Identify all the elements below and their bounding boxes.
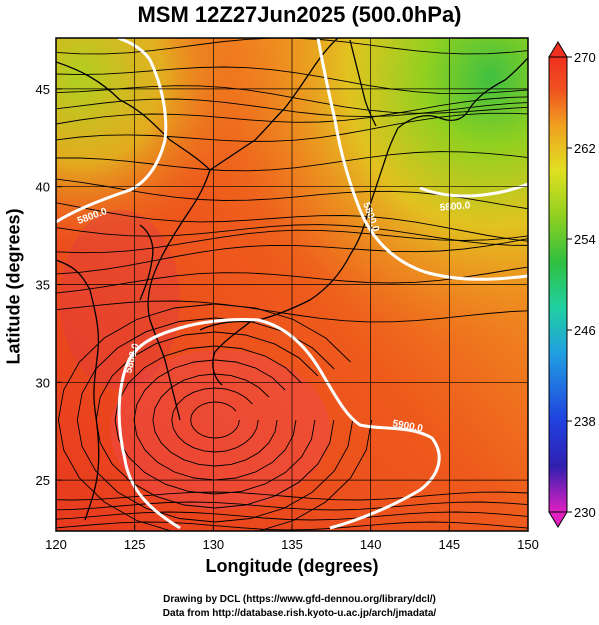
longitude-axis: 120 125 130 135 140 145 150 (45, 525, 539, 552)
colorbar-top-arrow (548, 41, 568, 58)
x-tick-label: 140 (360, 537, 382, 552)
x-tick-label: 135 (281, 537, 303, 552)
streamline (152, 373, 278, 467)
x-tick-label: 125 (124, 537, 146, 552)
geopotential-contours (56, 38, 528, 530)
wind-streamlines (56, 38, 528, 531)
streamline (56, 224, 528, 246)
svg-text:5900.0: 5900.0 (392, 418, 424, 434)
streamline (56, 300, 528, 323)
streamline (56, 98, 528, 118)
streamline (57, 303, 373, 531)
colorbar-tick-label: 270 (574, 50, 596, 65)
streamline (133, 359, 297, 481)
y-axis-label: Latitude (degrees) (3, 208, 24, 365)
colorbar-bottom-arrow (548, 511, 568, 528)
x-axis-label: Longitude (degrees) (205, 556, 379, 576)
streamline (56, 151, 528, 172)
latitude-axis: 25 30 35 40 45 (36, 82, 62, 488)
streamline (56, 511, 528, 521)
x-tick-label: 150 (517, 537, 539, 552)
y-tick-label: 40 (36, 180, 50, 195)
y-tick-label: 35 (36, 278, 50, 293)
streamline (56, 229, 528, 254)
colorbar-tick-label: 238 (574, 414, 596, 429)
x-tick-label: 130 (202, 537, 224, 552)
streamline (171, 387, 259, 453)
colorbar-ramp (548, 56, 568, 513)
x-tick-label: 120 (45, 537, 67, 552)
streamline (56, 501, 528, 511)
graticule (56, 38, 528, 531)
map-title: MSM 12Z27Jun2025 (500.0hPa) (137, 2, 462, 27)
credit-data: Data from http://database.rish.kyoto-u.a… (162, 608, 437, 619)
x-tick-label: 145 (438, 537, 460, 552)
colorbar-tick-label: 230 (574, 505, 596, 520)
y-tick-label: 45 (36, 82, 50, 97)
svg-text:5800.0: 5800.0 (439, 200, 471, 214)
colorbar-tick-label: 262 (574, 141, 596, 156)
streamline (56, 238, 528, 275)
streamline (56, 491, 528, 501)
warm-anomaly (110, 350, 330, 510)
colorbar-ticks: 270 262 254 246 238 230 (567, 50, 596, 520)
y-tick-label: 30 (36, 375, 50, 390)
y-tick-label: 25 (36, 473, 50, 488)
colorbar-tick-label: 254 (574, 232, 596, 247)
colorbar: 270 262 254 246 238 230 (548, 41, 596, 528)
colorbar-tick-label: 246 (574, 323, 596, 338)
streamline (56, 521, 528, 531)
map-plot-area: 5800.0 5800.0 5800.0 5800.0 5900.0 (56, 38, 528, 531)
streamline (190, 401, 240, 439)
streamline (56, 96, 528, 125)
credit-drawing: Drawing by DCL (https://www.gfd-dennou.o… (163, 594, 436, 605)
streamline (56, 66, 528, 95)
streamline (95, 331, 335, 509)
streamline (56, 112, 528, 142)
streamline (56, 202, 528, 242)
